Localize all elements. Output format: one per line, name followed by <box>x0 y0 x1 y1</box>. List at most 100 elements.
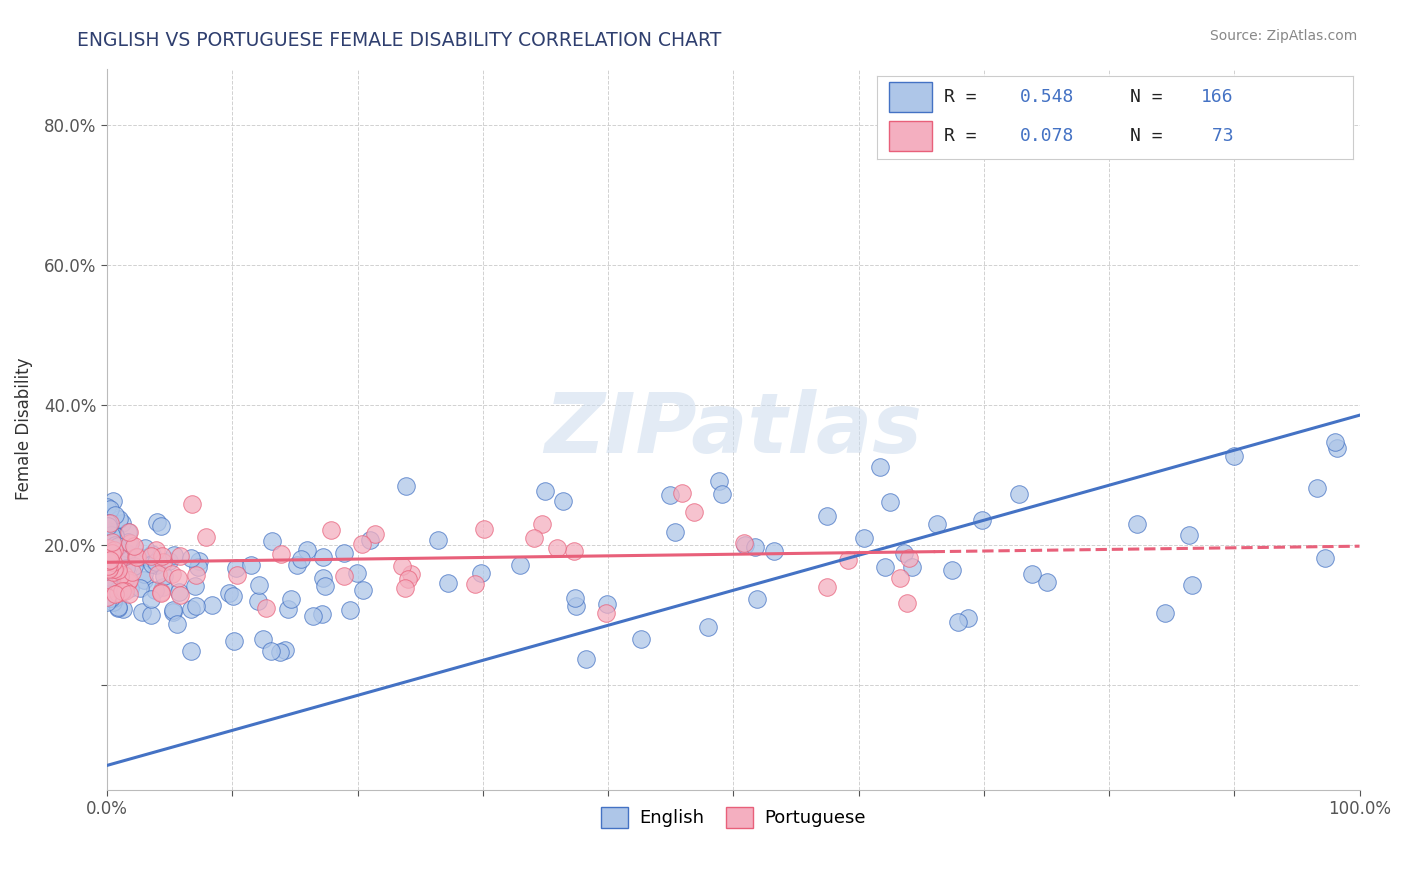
Point <box>898 551 921 566</box>
Point <box>100 528 122 542</box>
Point <box>108 512 131 526</box>
Point <box>311 607 333 621</box>
Point <box>122 559 145 574</box>
Point <box>658 488 681 502</box>
Point <box>893 547 915 561</box>
Point <box>96 587 118 601</box>
Point <box>104 529 127 543</box>
Point <box>167 584 190 599</box>
Point <box>1181 578 1204 592</box>
Point <box>224 634 246 648</box>
Legend: English, Portuguese: English, Portuguese <box>595 800 873 835</box>
Point <box>167 571 190 585</box>
Point <box>180 497 202 511</box>
Point <box>546 541 568 555</box>
Point <box>180 601 202 615</box>
Point <box>108 563 131 577</box>
Point <box>117 574 139 589</box>
Point <box>184 578 207 592</box>
Point <box>146 566 169 581</box>
Point <box>100 527 122 541</box>
Point <box>664 524 686 539</box>
Point <box>671 485 693 500</box>
Point <box>509 558 531 572</box>
Point <box>104 528 127 542</box>
Point <box>131 605 153 619</box>
Point <box>97 524 120 538</box>
Point <box>157 554 180 568</box>
Point <box>124 549 146 564</box>
Point <box>112 568 135 582</box>
Point <box>875 560 897 574</box>
Point <box>103 577 125 591</box>
Point <box>97 591 120 606</box>
Point <box>187 559 209 574</box>
Point <box>201 598 224 612</box>
Point <box>98 561 121 575</box>
Point <box>364 526 387 541</box>
Point <box>104 508 127 522</box>
Point <box>1125 516 1147 531</box>
Point <box>96 594 118 608</box>
Point <box>110 567 132 582</box>
Point <box>280 592 302 607</box>
Point <box>124 540 146 554</box>
Point <box>301 609 323 624</box>
Point <box>925 517 948 532</box>
Point <box>114 570 136 584</box>
Point <box>107 540 129 554</box>
Point <box>1021 567 1043 582</box>
Point <box>128 550 150 565</box>
Point <box>105 560 128 574</box>
Point <box>100 572 122 586</box>
Point <box>184 599 207 613</box>
Point <box>247 578 270 592</box>
Point <box>1313 551 1336 566</box>
Point <box>132 574 155 588</box>
Point <box>100 556 122 570</box>
Point <box>107 582 129 597</box>
Point <box>145 543 167 558</box>
Point <box>869 460 891 475</box>
Point <box>901 559 924 574</box>
Point <box>252 632 274 646</box>
Point <box>436 575 458 590</box>
Point <box>270 547 292 561</box>
Point <box>188 554 211 568</box>
Point <box>391 558 413 573</box>
Point <box>145 558 167 572</box>
Point <box>269 645 291 659</box>
Point <box>186 568 208 582</box>
Point <box>562 544 585 558</box>
Point <box>180 550 202 565</box>
Point <box>98 553 121 567</box>
Point <box>195 530 218 544</box>
Point <box>852 531 875 545</box>
Point <box>218 586 240 600</box>
Point <box>1154 607 1177 621</box>
Point <box>696 620 718 634</box>
Point <box>333 568 356 582</box>
Point <box>274 643 297 657</box>
Point <box>117 534 139 549</box>
Point <box>970 513 993 527</box>
Point <box>744 540 766 554</box>
Point <box>707 474 730 488</box>
Point <box>134 541 156 555</box>
Point <box>1008 487 1031 501</box>
Point <box>1323 434 1346 449</box>
Point <box>395 478 418 492</box>
Point <box>260 534 283 549</box>
Point <box>350 537 373 551</box>
Point <box>153 569 176 583</box>
Point <box>96 533 118 547</box>
Point <box>398 572 420 586</box>
Point <box>166 616 188 631</box>
Point <box>564 591 586 606</box>
Y-axis label: Female Disability: Female Disability <box>15 358 32 500</box>
Point <box>470 566 492 580</box>
Point <box>290 552 312 566</box>
Point <box>107 581 129 595</box>
Point <box>141 557 163 571</box>
Point <box>96 590 118 604</box>
